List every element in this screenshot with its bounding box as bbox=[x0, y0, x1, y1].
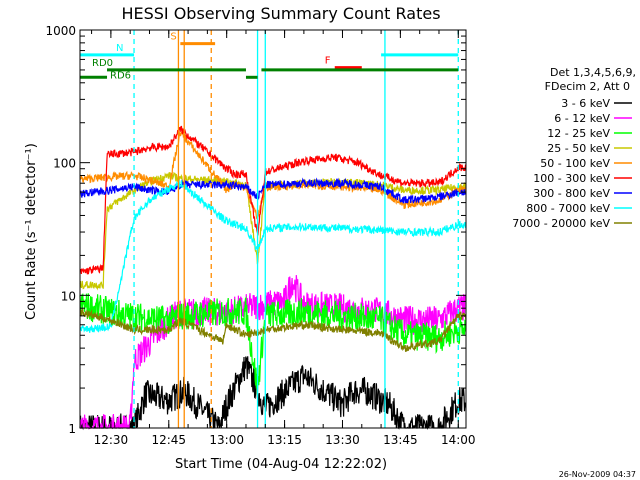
x-tick-label-5: 13:45 bbox=[383, 433, 418, 447]
legend-entry-0: 3 - 6 keV bbox=[561, 97, 610, 110]
plot-area bbox=[79, 30, 467, 431]
x-tick-label-1: 12:45 bbox=[151, 433, 186, 447]
x-tick-label-3: 13:15 bbox=[267, 433, 302, 447]
legend-entry-3: 25 - 50 keV bbox=[547, 142, 610, 155]
flag-label-n: N bbox=[116, 43, 123, 54]
series-line-8 bbox=[79, 307, 467, 352]
y-tick-label-1: 10 bbox=[61, 289, 76, 303]
legend-entry-1: 6 - 12 keV bbox=[554, 112, 610, 125]
x-tick-label-4: 13:30 bbox=[325, 433, 360, 447]
series-line-2 bbox=[79, 293, 467, 396]
y-tick-label-3: 1000 bbox=[45, 24, 76, 38]
series-line-0 bbox=[79, 356, 467, 431]
plot-frame bbox=[79, 29, 467, 429]
x-tick-label-6: 14:00 bbox=[441, 433, 476, 447]
x-tick-label-0: 12:30 bbox=[94, 433, 129, 447]
legend-entry-6: 300 - 800 keV bbox=[533, 187, 610, 200]
y-tick-label-2: 100 bbox=[53, 157, 76, 171]
chart-title: HESSI Observing Summary Count Rates bbox=[121, 4, 440, 23]
series-line-5 bbox=[79, 125, 467, 275]
legend-header-line-2: FDecim 2, Att 0 bbox=[545, 80, 630, 93]
legend-entry-7: 800 - 7000 keV bbox=[526, 202, 610, 215]
footer-date: 26-Nov-2009 04:37 bbox=[559, 470, 636, 479]
flag-label-f: F bbox=[325, 56, 331, 67]
flag-label-rd6: RD6 bbox=[110, 70, 131, 81]
series-line-7 bbox=[79, 179, 467, 333]
series-line-6 bbox=[79, 177, 467, 204]
legend-entry-8: 7000 - 20000 keV bbox=[512, 217, 610, 230]
flag-label-s: S bbox=[170, 32, 176, 43]
legend-header-line-1: Det 1,3,4,5,6,9, bbox=[550, 66, 636, 79]
x-axis-label: Start Time (04-Aug-04 12:22:02) bbox=[175, 457, 387, 472]
flag-label-rd0: RD0 bbox=[92, 58, 113, 69]
legend-entry-5: 100 - 300 keV bbox=[533, 172, 610, 185]
x-tick-label-2: 13:00 bbox=[209, 433, 244, 447]
y-tick-label-0: 1 bbox=[68, 422, 76, 436]
legend-entry-4: 50 - 100 keV bbox=[540, 157, 610, 170]
legend-entry-2: 12 - 25 keV bbox=[547, 127, 610, 140]
y-axis-label: Count Rate (s⁻¹ detector⁻¹) bbox=[24, 143, 39, 320]
